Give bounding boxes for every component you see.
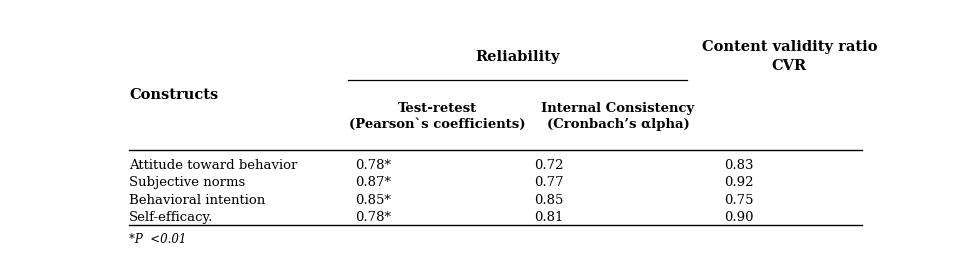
Text: Behavioral intention: Behavioral intention xyxy=(129,193,265,207)
Text: Constructs: Constructs xyxy=(129,88,218,102)
Text: 0.85: 0.85 xyxy=(533,193,563,207)
Text: 0.81: 0.81 xyxy=(533,211,563,224)
Text: Test-retest
(Pearson`s coefficients): Test-retest (Pearson`s coefficients) xyxy=(349,102,525,131)
Text: Self-efficacy.: Self-efficacy. xyxy=(129,211,213,224)
Text: 0.77: 0.77 xyxy=(533,176,563,189)
Text: Reliability: Reliability xyxy=(475,50,559,64)
Text: Content validity ratio
CVR: Content validity ratio CVR xyxy=(701,41,876,73)
Text: Internal Consistency
(Cronbach’s αlpha): Internal Consistency (Cronbach’s αlpha) xyxy=(541,102,694,131)
Text: 0.85*: 0.85* xyxy=(355,193,390,207)
Text: Subjective norms: Subjective norms xyxy=(129,176,245,189)
Text: 0.83: 0.83 xyxy=(724,159,752,172)
Text: 0.92: 0.92 xyxy=(724,176,752,189)
Text: 0.78*: 0.78* xyxy=(355,211,391,224)
Text: 0.90: 0.90 xyxy=(724,211,752,224)
Text: 0.87*: 0.87* xyxy=(355,176,391,189)
Text: Attitude toward behavior: Attitude toward behavior xyxy=(129,159,297,172)
Text: 0.72: 0.72 xyxy=(533,159,563,172)
Text: 0.75: 0.75 xyxy=(724,193,752,207)
Text: 0.78*: 0.78* xyxy=(355,159,391,172)
Text: *P  <0.01: *P <0.01 xyxy=(129,233,186,246)
